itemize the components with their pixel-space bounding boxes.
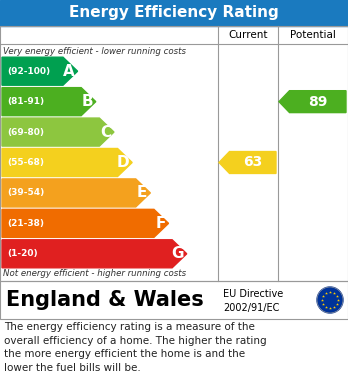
- Text: 2002/91/EC: 2002/91/EC: [223, 303, 279, 312]
- Text: (39-54): (39-54): [7, 188, 44, 197]
- Text: Potential: Potential: [290, 30, 336, 40]
- Text: Current: Current: [228, 30, 268, 40]
- Text: (81-91): (81-91): [7, 97, 44, 106]
- Polygon shape: [2, 149, 132, 176]
- Text: Not energy efficient - higher running costs: Not energy efficient - higher running co…: [3, 269, 186, 278]
- Polygon shape: [279, 91, 346, 113]
- Polygon shape: [2, 88, 96, 116]
- Text: 89: 89: [308, 95, 327, 109]
- Bar: [0, 0, 348, 26]
- Text: C: C: [100, 125, 111, 140]
- Text: Energy Efficiency Rating: Energy Efficiency Rating: [69, 5, 279, 20]
- Text: B: B: [81, 94, 93, 109]
- Text: E: E: [137, 185, 147, 201]
- Polygon shape: [2, 57, 78, 85]
- Text: D: D: [117, 155, 129, 170]
- Polygon shape: [2, 118, 114, 146]
- Bar: [0, 281, 348, 319]
- Circle shape: [317, 287, 343, 313]
- Text: F: F: [155, 216, 166, 231]
- Polygon shape: [219, 152, 276, 174]
- Text: (69-80): (69-80): [7, 127, 44, 136]
- Text: G: G: [171, 246, 184, 261]
- Text: England & Wales: England & Wales: [6, 290, 204, 310]
- Text: A: A: [63, 64, 74, 79]
- Polygon shape: [2, 240, 187, 268]
- Text: (92-100): (92-100): [7, 67, 50, 76]
- Bar: [0, 26, 348, 281]
- Text: (1-20): (1-20): [7, 249, 38, 258]
- Text: 63: 63: [243, 156, 262, 170]
- Polygon shape: [2, 209, 168, 237]
- Text: The energy efficiency rating is a measure of the
overall efficiency of a home. T: The energy efficiency rating is a measur…: [4, 322, 267, 373]
- Text: (55-68): (55-68): [7, 158, 44, 167]
- Text: (21-38): (21-38): [7, 219, 44, 228]
- Polygon shape: [2, 179, 150, 207]
- Text: Very energy efficient - lower running costs: Very energy efficient - lower running co…: [3, 47, 186, 56]
- Text: EU Directive: EU Directive: [223, 289, 283, 299]
